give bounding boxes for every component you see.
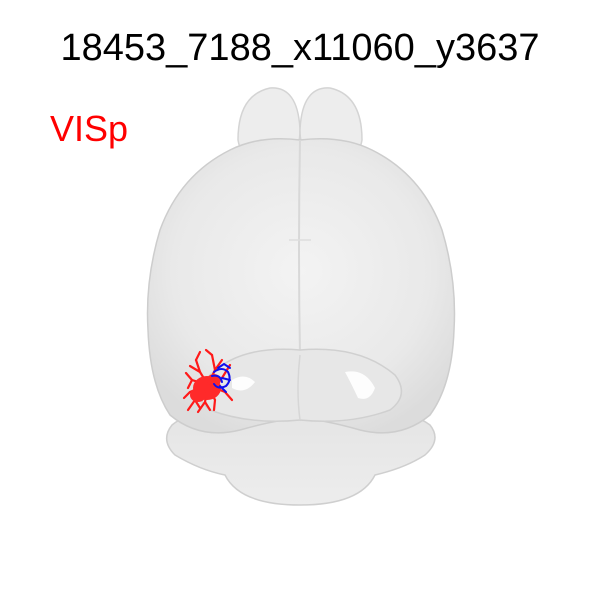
region-label: VISp <box>50 108 129 149</box>
neuron-id-title: 18453_7188_x11060_y3637 <box>60 27 540 69</box>
neuron-axon <box>211 362 231 393</box>
midline <box>298 139 301 356</box>
neuron-soma-cluster <box>190 374 221 402</box>
midbrain <box>199 348 403 422</box>
